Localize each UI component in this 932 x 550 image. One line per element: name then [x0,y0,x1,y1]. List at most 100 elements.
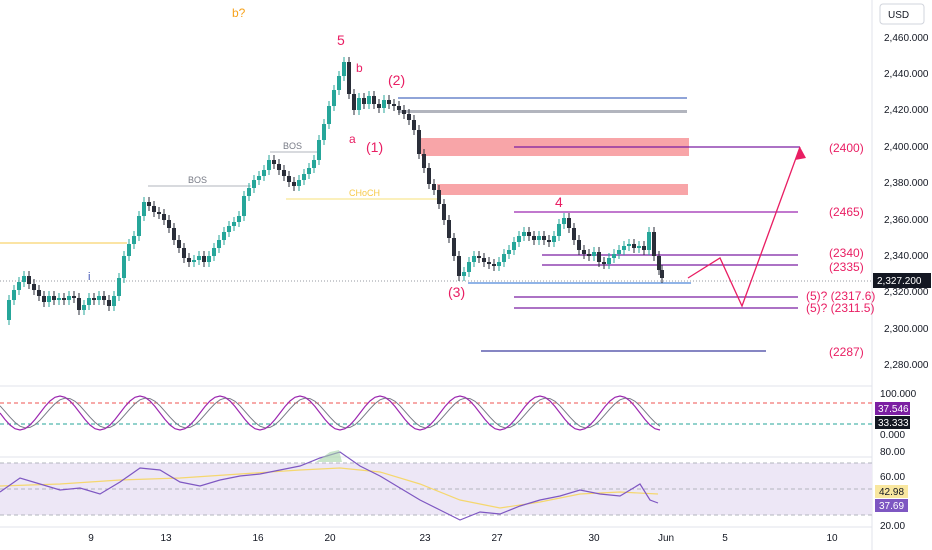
candle-body[interactable] [337,76,341,90]
candle-body[interactable] [157,212,161,214]
candle-body[interactable] [532,236,536,240]
zone-line-grey[interactable] [398,110,687,113]
candle-body[interactable] [392,104,396,106]
candle-body[interactable] [107,300,111,306]
candle-body[interactable] [477,256,481,258]
rsi-ma-line[interactable] [0,467,659,509]
candle-body[interactable] [597,252,601,262]
candle-body[interactable] [292,182,296,186]
candle-body[interactable] [307,168,311,174]
candle-body[interactable] [152,206,156,212]
stoch-k-line[interactable] [0,395,661,431]
candle-body[interactable] [457,256,461,276]
candle-body[interactable] [422,154,426,168]
candle-body[interactable] [377,104,381,108]
candle-body[interactable] [332,90,336,106]
demand-line[interactable] [468,282,691,284]
candle-body[interactable] [537,236,541,240]
candle-body[interactable] [517,236,521,242]
candle-body[interactable] [582,250,586,254]
candle-body[interactable] [62,298,66,300]
candle-body[interactable] [602,262,606,264]
supply-zone[interactable] [437,184,688,195]
candle-body[interactable] [542,236,546,240]
candle-body[interactable] [467,262,471,272]
candle-body[interactable] [57,298,61,300]
candle-body[interactable] [77,298,81,310]
candle-body[interactable] [347,62,351,94]
candle-body[interactable] [42,296,46,302]
candle-body[interactable] [257,176,261,180]
candle-body[interactable] [652,232,656,256]
candle-body[interactable] [527,232,531,236]
candle-body[interactable] [442,204,446,220]
candle-body[interactable] [522,232,526,236]
candle-body[interactable] [577,240,581,250]
candle-body[interactable] [412,120,416,130]
candle-body[interactable] [117,278,121,296]
candle-body[interactable] [562,218,566,224]
candle-body[interactable] [132,236,136,244]
candle-body[interactable] [612,254,616,258]
candle-body[interactable] [222,232,226,240]
rsi-line[interactable] [0,451,659,521]
candle-body[interactable] [372,96,376,104]
candle-body[interactable] [267,160,271,170]
candlestick-series[interactable] [7,57,664,325]
candle-body[interactable] [492,264,496,266]
candle-body[interactable] [277,164,281,170]
candle-body[interactable] [52,296,56,300]
candle-body[interactable] [112,296,116,306]
candle-body[interactable] [512,242,516,250]
candle-body[interactable] [172,228,176,240]
candle-body[interactable] [482,258,486,262]
candle-body[interactable] [242,196,246,216]
candle-body[interactable] [660,270,664,278]
candle-body[interactable] [197,256,201,260]
candle-body[interactable] [162,214,166,220]
candle-body[interactable] [102,296,106,300]
candle-body[interactable] [462,272,466,276]
candle-body[interactable] [407,114,411,120]
currency-button[interactable] [879,3,925,25]
time-axis[interactable]: 9 13 16 20 23 27 30 Jun 5 10 [88,533,838,544]
candle-body[interactable] [287,176,291,182]
candle-body[interactable] [92,298,96,300]
candle-body[interactable] [127,244,131,256]
candle-body[interactable] [87,298,91,305]
candle-body[interactable] [12,290,16,300]
candle-body[interactable] [322,124,326,140]
candle-body[interactable] [487,262,491,264]
candle-body[interactable] [417,130,421,154]
candle-body[interactable] [262,170,266,176]
candle-body[interactable] [302,174,306,180]
candle-body[interactable] [617,250,621,254]
candle-body[interactable] [317,140,321,160]
candle-body[interactable] [252,180,256,188]
candle-body[interactable] [427,168,431,184]
candle-body[interactable] [382,100,386,108]
candle-body[interactable] [622,246,626,250]
candle-body[interactable] [447,220,451,238]
candle-body[interactable] [17,282,21,290]
candle-body[interactable] [657,256,661,270]
candle-body[interactable] [177,240,181,248]
candle-body[interactable] [557,224,561,236]
candle-body[interactable] [272,160,276,164]
candle-body[interactable] [72,296,76,298]
candle-body[interactable] [67,296,71,300]
candle-body[interactable] [642,246,646,250]
candle-body[interactable] [7,300,11,320]
candle-body[interactable] [507,250,511,254]
candle-body[interactable] [32,284,36,290]
candle-body[interactable] [187,258,191,262]
candle-body[interactable] [397,106,401,110]
candle-body[interactable] [327,106,331,124]
candle-body[interactable] [247,188,251,196]
candle-body[interactable] [22,276,26,282]
candle-body[interactable] [452,238,456,256]
candle-body[interactable] [432,184,436,190]
candle-body[interactable] [607,258,611,264]
candle-body[interactable] [137,216,141,236]
